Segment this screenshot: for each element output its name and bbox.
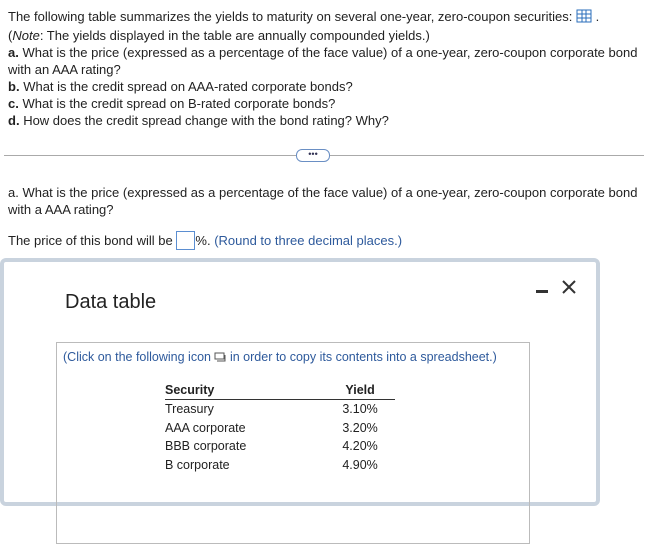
note-rest: : The yields displayed in the table are …	[39, 28, 430, 43]
question-text: What is the price (expressed as a percen…	[8, 45, 638, 77]
note-label: Note	[12, 28, 40, 43]
intro-end: .	[595, 9, 600, 24]
security-cell: B corporate	[165, 457, 230, 472]
expand-button[interactable]: •••	[296, 149, 330, 162]
page: The following table summarizes the yield…	[0, 8, 644, 544]
note-open: (	[8, 28, 13, 43]
question-text: How does the credit spread change with t…	[23, 113, 389, 128]
question: d. How does the credit spread change wit…	[8, 112, 640, 129]
instruction-end: in order to copy its contents into a spr…	[229, 350, 497, 364]
table-icon[interactable]	[576, 9, 592, 23]
instruction-start: (Click on the following icon	[63, 350, 211, 364]
security-cell: Treasury	[165, 402, 214, 417]
question-text: What is the credit spread on B-rated cor…	[22, 96, 336, 111]
dialog: Data table (Click on the following icon …	[0, 258, 600, 544]
instruction: (Click on the following icon in order to…	[63, 350, 497, 364]
question: a. What is the price (expressed as a per…	[8, 44, 640, 78]
minimize-button[interactable]	[536, 290, 548, 293]
part-a-question: a. What is the price (expressed as a per…	[8, 185, 638, 217]
table-panel: (Click on the following icon in order to…	[56, 342, 530, 544]
table-row: BBB corporate 4.20%	[165, 437, 395, 456]
intro: The following table summarizes the yield…	[8, 8, 640, 25]
yield-cell: 3.10%	[342, 402, 378, 417]
column-header: Yield	[345, 383, 375, 397]
question-letter: a.	[8, 45, 19, 60]
problem: The following table summarizes the yield…	[8, 8, 640, 129]
question: b. What is the credit spread on AAA-rate…	[8, 78, 640, 95]
question: c. What is the credit spread on B-rated …	[8, 95, 640, 112]
question-letter: d.	[8, 113, 20, 128]
copy-icon[interactable]	[214, 352, 226, 362]
answer-prefix: The price of this bond will be	[8, 233, 173, 248]
table-row: Treasury 3.10%	[165, 400, 395, 419]
yield-cell: 3.20%	[342, 420, 378, 435]
answer-input[interactable]	[176, 231, 196, 250]
note: (Note: The yields displayed in the table…	[8, 27, 640, 44]
question-text: What is the credit spread on AAA-rated c…	[23, 79, 353, 94]
yield-cell: 4.20%	[342, 439, 378, 454]
close-button[interactable]	[562, 280, 576, 294]
question-letter: b.	[8, 79, 20, 94]
answer-line: The price of this bond will be %. (Round…	[8, 231, 640, 250]
column-header: Security	[165, 383, 215, 397]
questions: a. What is the price (expressed as a per…	[8, 44, 640, 129]
table-row: B corporate 4.90%	[165, 456, 395, 475]
answer-suffix: %.	[195, 233, 211, 248]
table-row: AAA corporate 3.20%	[165, 419, 395, 438]
security-cell: AAA corporate	[165, 420, 246, 435]
header-row: Security Yield	[165, 381, 395, 400]
yield-cell: 4.90%	[342, 457, 378, 472]
question-letter: c.	[8, 96, 19, 111]
part-a: a. What is the price (expressed as a per…	[8, 184, 640, 250]
dialog-title: Data table	[65, 291, 157, 313]
data-table: Security Yield Treasury 3.10% AAA corporate…	[165, 381, 395, 474]
security-cell: BBB corporate	[165, 439, 247, 454]
intro-text: The following table summarizes the yield…	[8, 9, 573, 24]
hint: (Round to three decimal places.)	[214, 233, 403, 248]
